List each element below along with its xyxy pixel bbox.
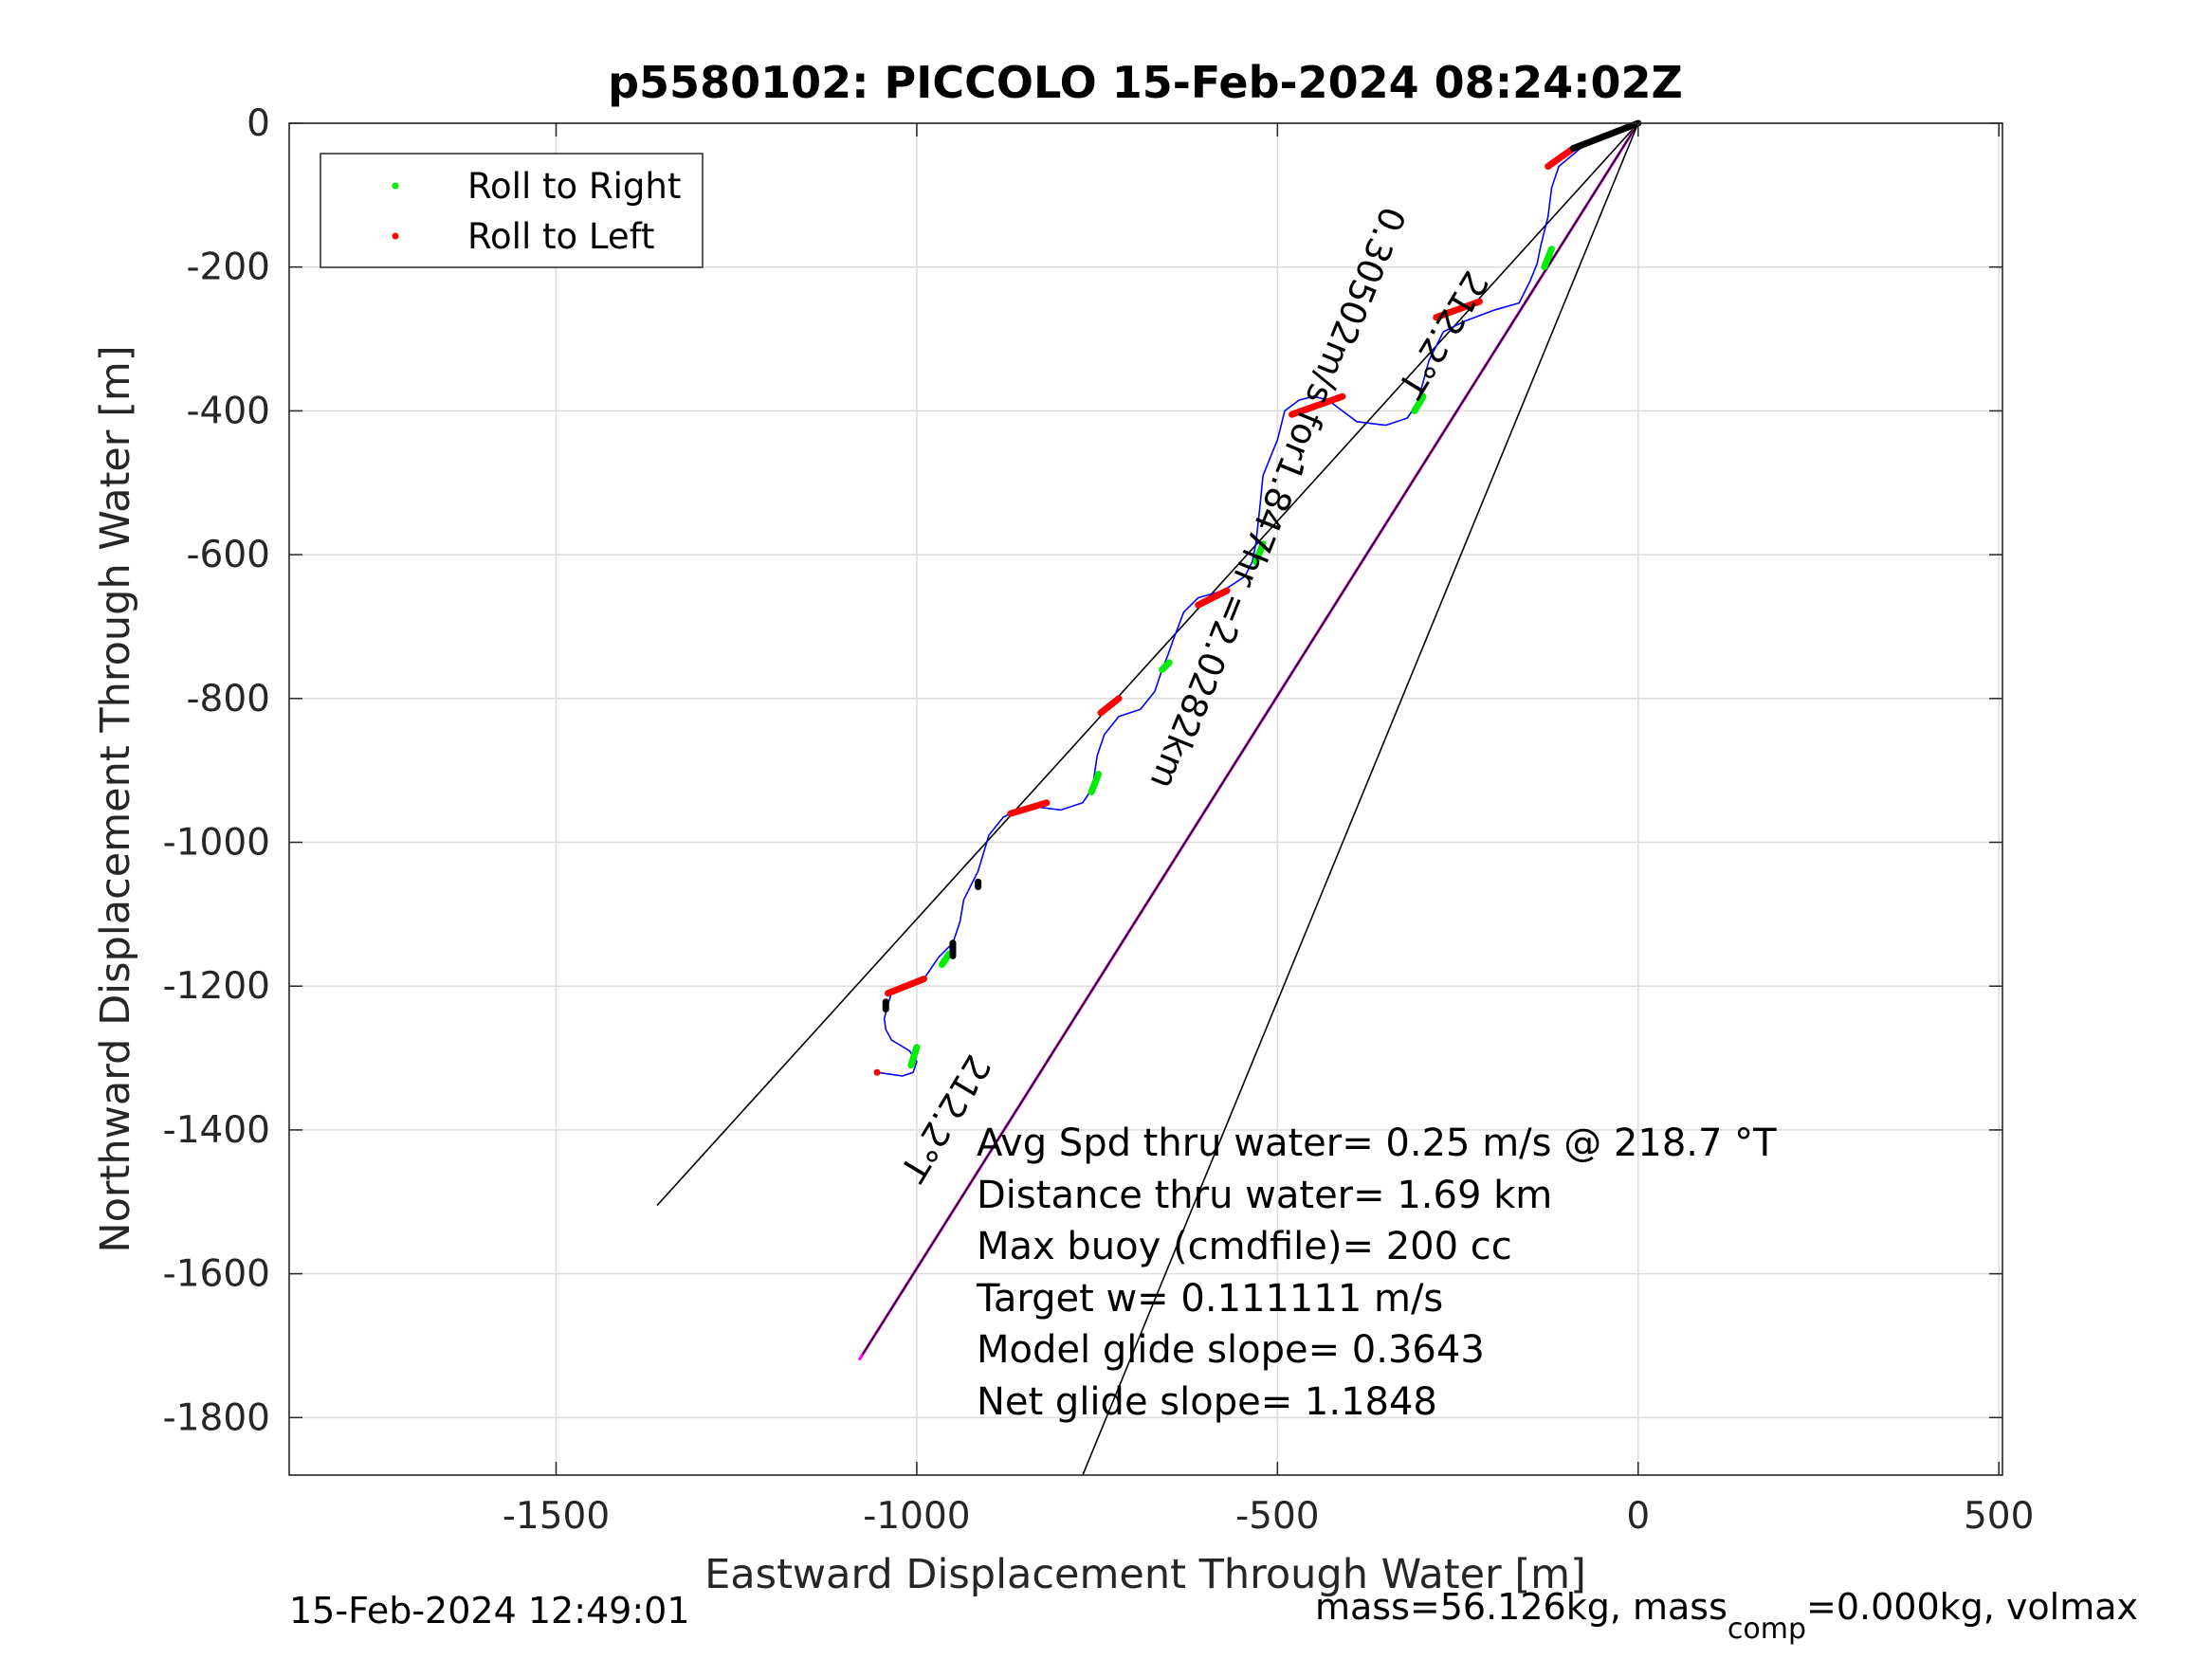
x-axis-label: Eastward Displacement Through Water [m] [704,1551,1586,1598]
footer-mass-suffix: =0.000kg, volmax [1806,1586,2138,1628]
info-annotations: Avg Spd thru water= 0.25 m/s @ 218.7 °T … [976,1121,1777,1424]
axes-box [288,122,2003,1476]
roll-left-segment-2 [1289,392,1346,418]
annotation-net-glide: Net glide slope= 1.1848 [977,1380,1437,1424]
roll-right-segment-5 [939,950,953,968]
roll-left-segment-0 [1545,145,1577,171]
footer-mass-prefix: mass=56.126kg, mass [1315,1586,1728,1628]
roll-right-segment-4 [1088,770,1103,795]
x-tick-label-3: 0 [1626,1495,1650,1538]
chart-title: p5580102: PICCOLO 15-Feb-2024 08:24:02Z [608,57,1683,108]
y-tick-label-9: -1800 [163,1396,270,1439]
roll-right-segment-6 [907,1044,921,1069]
legend-marker-left [392,232,399,240]
roll-right-segment-1 [1411,392,1427,414]
legend-label-right: Roll to Right [467,166,681,207]
x-tick-label-4: 500 [1964,1495,2034,1538]
plot-area [289,123,2002,1475]
y-tick-label-5: -1000 [163,822,270,865]
y-tick-label-4: -800 [186,678,270,720]
roll-right-segment-0 [1541,246,1555,271]
annotation-max-buoy: Max buoy (cmdfile)= 200 cc [977,1225,1512,1268]
legend-label-left: Roll to Left [467,216,655,257]
grid [289,122,2002,1475]
tick-labels: -1500 -1000 -500 0 500 0 -200 -400 -600 -800 -1000… [163,102,2035,1538]
roll-left-segment-6 [884,975,928,997]
roll-right-segment-3 [1159,659,1173,673]
y-tick-label-0: 0 [247,102,270,145]
y-tick-label-1: -200 [186,246,270,289]
annotation-avg-speed: Avg Spd thru water= 0.25 m/s @ 218.7 °T [977,1121,1777,1165]
legend-box [320,153,704,268]
x-tick-label-1: -1000 [863,1495,970,1538]
roll-left-segment-3 [1195,587,1231,609]
roll-left-segment-5 [1007,799,1051,817]
y-tick-label-7: -1400 [163,1109,270,1152]
y-tick-label-8: -1600 [163,1253,270,1296]
footer-timestamp: 15-Feb-2024 12:49:01 [289,1590,690,1632]
x-tick-label-0: -1500 [503,1495,610,1538]
y-axis-label: Northward Displacement Through Water [m] [92,345,139,1252]
legend: Roll to Right Roll to Left [320,153,704,268]
annotation-target-w: Target w= 0.111111 m/s [976,1277,1443,1321]
roll-left-segment-4 [1097,695,1123,717]
line-cone-right [1082,122,1639,1476]
footer-mass-sub: comp [1728,1613,1806,1646]
annotation-distance: Distance thru water= 1.69 km [977,1174,1552,1217]
footer-mass: mass=56.126kg, masscomp=0.000kg, volmax [1315,1586,2138,1646]
track-layer [873,119,1642,1077]
axes-frame [288,122,2003,1476]
x-tick-label-2: -500 [1235,1495,1320,1538]
roll-left-segment-1 [1433,298,1483,321]
roll-right-segment-2 [1252,540,1267,566]
y-tick-label-3: -600 [186,534,270,576]
line-heading-line-black [862,122,1639,1355]
y-tick-label-6: -1200 [163,965,270,1008]
y-tick-label-2: -400 [186,390,270,432]
legend-marker-right [392,182,399,190]
black-marker-0 [1569,119,1642,153]
annotation-model-glide: Model glide slope= 0.3643 [977,1328,1485,1372]
